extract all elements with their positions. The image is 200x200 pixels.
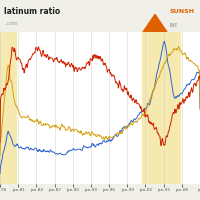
- Bar: [0, 32, 16, 184]
- Text: INE: INE: [170, 23, 178, 28]
- Text: SUNSH: SUNSH: [170, 9, 195, 14]
- Text: latinum ratio: latinum ratio: [4, 7, 60, 16]
- Polygon shape: [143, 14, 167, 32]
- Bar: [142, 32, 180, 184]
- Text: ..com: ..com: [4, 21, 18, 26]
